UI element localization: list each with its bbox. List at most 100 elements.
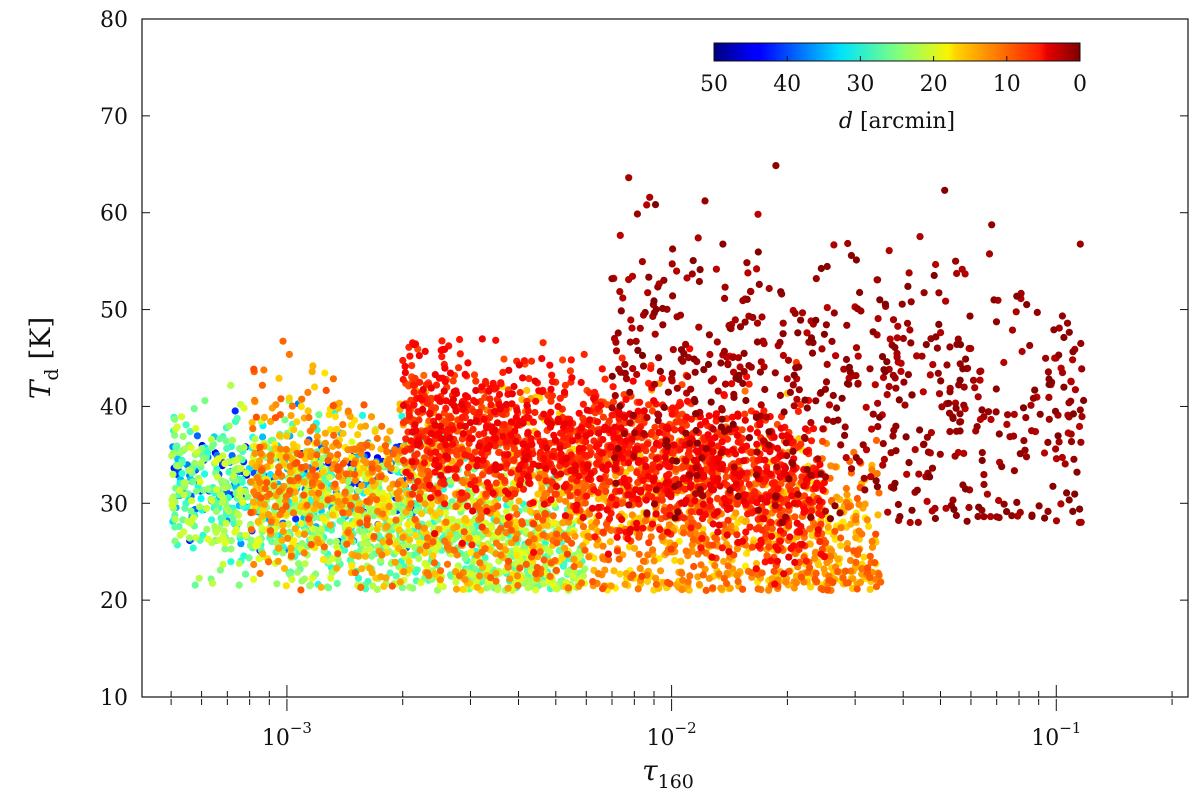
data-point	[842, 484, 851, 493]
data-point	[399, 401, 408, 409]
data-point	[256, 478, 264, 486]
data-point	[662, 479, 670, 487]
data-point	[354, 431, 362, 439]
data-point	[195, 574, 203, 582]
data-point	[650, 397, 658, 405]
data-point	[381, 442, 389, 450]
data-point	[259, 433, 267, 441]
data-point	[430, 559, 439, 567]
data-point	[442, 441, 450, 449]
data-point	[329, 511, 337, 519]
data-point	[599, 528, 607, 536]
data-point	[678, 586, 686, 594]
data-point	[844, 503, 853, 511]
data-point	[334, 451, 342, 459]
data-point	[806, 564, 814, 572]
data-point	[256, 443, 264, 451]
data-point	[179, 432, 187, 440]
data-point	[211, 522, 219, 531]
data-point	[797, 573, 806, 581]
data-point	[237, 464, 245, 472]
data-point	[446, 369, 455, 377]
data-point	[260, 366, 268, 374]
data-point	[189, 478, 197, 486]
data-point	[342, 470, 350, 478]
data-point	[782, 578, 790, 586]
data-point	[655, 428, 663, 437]
data-point	[709, 584, 717, 592]
data-point	[802, 448, 810, 456]
data-point	[196, 503, 204, 511]
data-point	[820, 565, 828, 573]
data-point	[377, 473, 385, 481]
data-point	[176, 486, 184, 495]
data-point	[624, 491, 632, 499]
data-point	[516, 564, 524, 572]
data-point	[746, 425, 755, 433]
data-point	[770, 456, 778, 465]
data-point	[614, 434, 622, 442]
data-point	[427, 429, 435, 438]
data-point	[774, 485, 782, 493]
data-point	[706, 497, 714, 505]
data-point	[577, 424, 586, 432]
data-point	[492, 569, 500, 577]
data-point	[406, 583, 414, 591]
data-point	[534, 513, 542, 521]
data-point	[559, 356, 567, 364]
data-point	[416, 538, 424, 547]
data-point	[295, 560, 303, 568]
data-point	[319, 556, 327, 564]
data-point	[856, 578, 865, 587]
data-point	[225, 422, 233, 430]
data-point	[777, 424, 785, 432]
data-point	[288, 575, 296, 584]
data-point	[597, 449, 606, 457]
data-point	[168, 452, 176, 460]
data-point	[438, 353, 446, 361]
data-point	[569, 572, 577, 580]
data-point	[648, 520, 657, 528]
data-point	[733, 571, 741, 580]
data-point	[690, 562, 698, 571]
data-point	[535, 474, 543, 482]
data-point	[275, 374, 283, 382]
data-point	[284, 534, 292, 542]
data-point	[329, 402, 337, 410]
data-point	[507, 418, 515, 426]
data-point	[411, 421, 419, 429]
data-point	[547, 408, 555, 416]
data-point	[368, 552, 376, 560]
data-point	[332, 537, 340, 546]
data-point	[724, 562, 732, 570]
data-point	[180, 528, 188, 536]
data-point	[513, 551, 521, 559]
data-point	[745, 380, 753, 388]
data-point	[734, 410, 742, 418]
data-point	[340, 546, 349, 554]
data-point	[221, 460, 229, 468]
data-point	[492, 479, 500, 487]
data-point	[325, 411, 333, 419]
data-point	[747, 449, 755, 457]
data-point	[507, 526, 515, 534]
data-point	[208, 579, 217, 587]
data-point	[618, 354, 626, 362]
data-point	[738, 469, 746, 477]
data-point	[313, 451, 321, 459]
data-point	[197, 459, 205, 467]
data-point	[203, 525, 211, 534]
data-point	[461, 451, 469, 459]
data-point	[588, 504, 597, 512]
data-point	[442, 452, 450, 460]
data-point	[642, 517, 650, 525]
data-point	[186, 428, 194, 436]
data-point	[741, 410, 749, 418]
data-point	[471, 565, 479, 573]
data-point	[613, 533, 621, 541]
data-point	[436, 581, 444, 589]
data-point	[300, 575, 309, 583]
data-point	[251, 435, 259, 443]
data-point	[571, 532, 579, 540]
data-point	[306, 581, 315, 589]
